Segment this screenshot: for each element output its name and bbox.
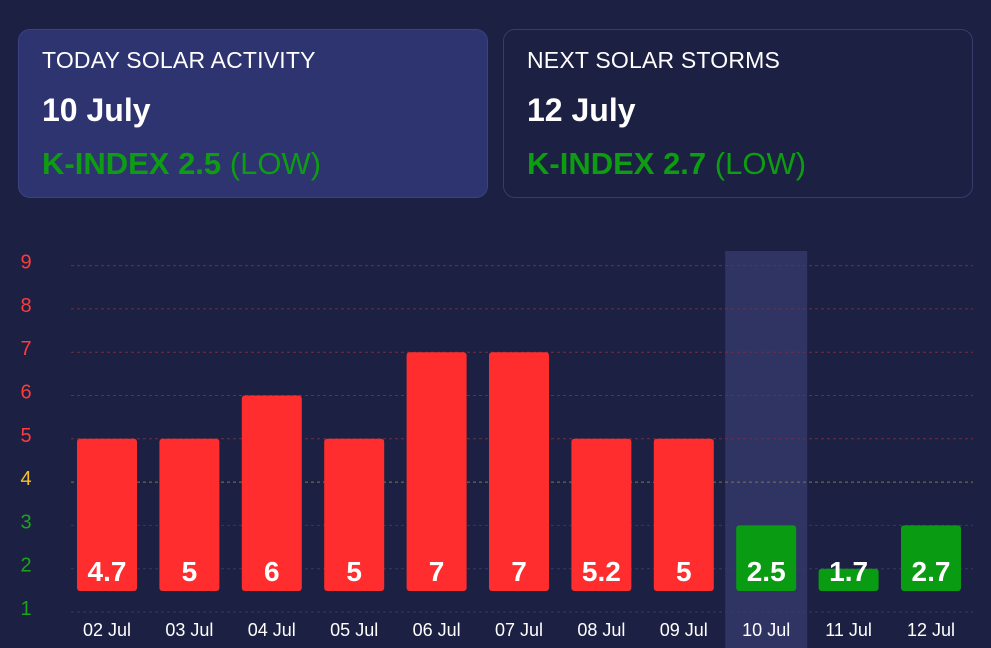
next-card-kindex: K-INDEX 2.7 (LOW): [527, 146, 949, 182]
x-tick-label-06-jul: 06 Jul: [413, 620, 461, 640]
data-label-10-jul: 2.5: [747, 556, 786, 587]
y-tick-label-9: 9: [20, 252, 31, 274]
x-tick-label-10-jul: 10 Jul: [742, 620, 790, 640]
data-label-04-jul: 6: [264, 556, 280, 587]
next-card-date: 12 July: [527, 92, 636, 128]
data-label-07-jul: 7: [511, 556, 527, 587]
today-card-kindex: K-INDEX 2.5 (LOW): [42, 146, 464, 182]
data-label-09-jul: 5: [676, 556, 692, 587]
data-label-02-jul: 4.7: [88, 556, 127, 587]
y-tick-label-4: 4: [20, 468, 31, 490]
bar-06-jul[interactable]: [406, 352, 467, 591]
y-tick-label-5: 5: [20, 425, 31, 447]
data-label-05-jul: 5: [346, 556, 362, 587]
data-label-08-jul: 5.2: [582, 556, 621, 587]
y-tick-label-1: 1: [20, 598, 31, 620]
today-card-title: TODAY SOLAR ACTIVITY: [42, 47, 316, 73]
x-tick-label-09-jul: 09 Jul: [660, 620, 708, 640]
data-label-06-jul: 7: [429, 556, 445, 587]
today-card-date: 10 July: [42, 92, 151, 128]
bar-11-jul[interactable]: [818, 568, 879, 591]
next-kindex-value: K-INDEX 2.7: [527, 146, 707, 181]
data-label-03-jul: 5: [182, 556, 198, 587]
data-label-12-jul: 2.7: [912, 556, 951, 587]
bar-12-jul[interactable]: [901, 525, 961, 591]
x-tick-label-02-jul: 02 Jul: [83, 620, 131, 640]
x-tick-label-07-jul: 07 Jul: [495, 620, 543, 640]
bar-03-jul[interactable]: [159, 438, 220, 591]
x-tick-label-05-jul: 05 Jul: [330, 620, 378, 640]
bar-10-jul[interactable]: [736, 525, 797, 591]
x-tick-label-04-jul: 04 Jul: [248, 620, 296, 640]
y-tick-label-7: 7: [20, 338, 31, 360]
bar-04-jul[interactable]: [241, 395, 302, 592]
x-tick-label-11-jul: 11 Jul: [825, 620, 872, 640]
bar-05-jul[interactable]: [324, 438, 385, 591]
y-tick-label-2: 2: [20, 555, 31, 577]
next-card-title: NEXT SOLAR STORMS: [527, 47, 781, 73]
next-storms-card: NEXT SOLAR STORMS 12 July K-INDEX 2.7 (L…: [503, 29, 973, 198]
bar-08-jul[interactable]: [571, 438, 632, 591]
y-tick-label-8: 8: [20, 295, 31, 317]
y-tick-label-6: 6: [20, 382, 31, 404]
x-tick-label-08-jul: 08 Jul: [577, 620, 625, 640]
data-label-11-jul: 1.7: [829, 556, 868, 587]
today-activity-card: TODAY SOLAR ACTIVITY 10 July K-INDEX 2.5…: [18, 29, 488, 198]
bar-07-jul[interactable]: [489, 352, 549, 591]
x-tick-label-03-jul: 03 Jul: [165, 620, 213, 640]
y-tick-label-3: 3: [20, 511, 31, 533]
bar-09-jul[interactable]: [653, 438, 714, 591]
today-kindex-value: K-INDEX 2.5: [42, 146, 222, 181]
today-kindex-level: (LOW): [229, 146, 322, 181]
x-tick-label-12-jul: 12 Jul: [907, 620, 955, 640]
next-kindex-level: (LOW): [714, 146, 807, 181]
bar-02-jul[interactable]: [77, 438, 137, 591]
